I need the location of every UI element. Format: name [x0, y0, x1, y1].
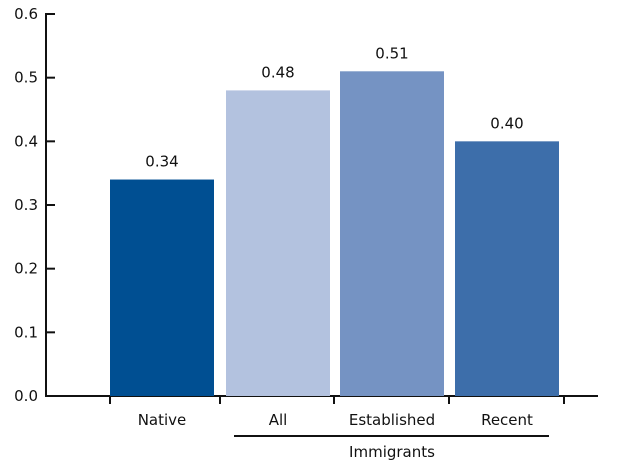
value-label: 0.34 [145, 153, 178, 171]
y-tick-label: 0.0 [14, 387, 38, 405]
y-tick-label: 0.2 [14, 260, 38, 278]
y-tick-label: 0.1 [14, 323, 38, 341]
y-axis: 0.0 0.1 0.2 0.3 0.4 0.5 0.6 [14, 5, 55, 405]
category-labels: Native All Established Recent [138, 411, 533, 429]
y-tick-label: 0.6 [14, 5, 38, 23]
bar-established [340, 71, 444, 396]
bar-native [110, 180, 214, 396]
value-label: 0.48 [261, 63, 294, 81]
category-label: Native [138, 411, 187, 429]
y-tick-label: 0.5 [14, 69, 38, 87]
category-label: Recent [481, 411, 533, 429]
bar-all [226, 90, 330, 396]
category-label: All [269, 411, 288, 429]
value-label: 0.40 [490, 114, 523, 132]
category-label: Established [349, 411, 435, 429]
group-label: Immigrants [349, 443, 435, 461]
bar-recent [455, 141, 559, 396]
y-tick-label: 0.4 [14, 132, 38, 150]
value-label: 0.51 [375, 44, 408, 62]
x-axis [46, 396, 598, 404]
y-tick-label: 0.3 [14, 196, 38, 214]
category-groups: Immigrants [234, 436, 549, 461]
